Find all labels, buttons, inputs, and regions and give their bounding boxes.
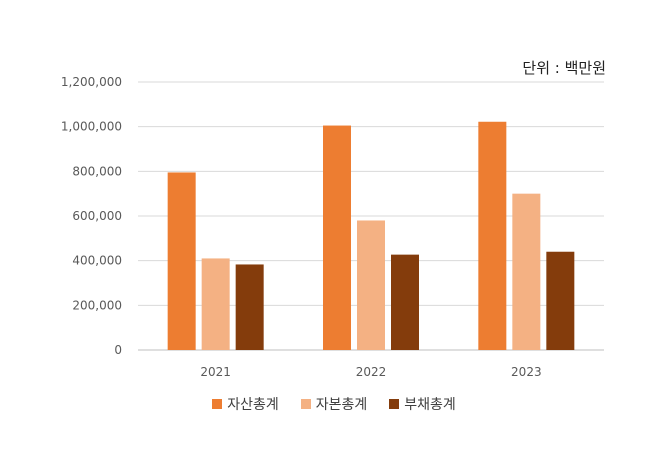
- y-tick-label: 600,000: [72, 209, 122, 223]
- legend-swatch: [212, 399, 223, 409]
- legend-label: 자산총계: [227, 397, 279, 413]
- y-tick-label: 1,000,000: [61, 120, 122, 134]
- legend-label: 자본총계: [315, 397, 368, 413]
- bar: [391, 254, 419, 350]
- bar: [167, 172, 196, 350]
- axis-labels: 0 200,000 400,000 600,000 800,000 1,000,000 1,…: [61, 75, 542, 379]
- bar: [546, 251, 575, 350]
- bar: [357, 220, 385, 350]
- legend-item-equity: 자본총계: [300, 394, 368, 414]
- unit-label: 단위 : 백만원: [522, 59, 606, 77]
- y-tick-label: 200,000: [72, 298, 122, 312]
- legend-swatch: [300, 399, 311, 409]
- bar: [235, 264, 264, 350]
- legend-item-liabilities: 부채총계: [389, 394, 456, 414]
- bar: [323, 125, 351, 350]
- x-tick-label: 2021: [200, 365, 231, 379]
- y-tick-label: 800,000: [72, 164, 122, 178]
- x-tick-label: 2022: [356, 365, 387, 379]
- y-tick-label: 0: [114, 343, 122, 357]
- y-tick-label: 1,200,000: [61, 75, 122, 89]
- bar: [201, 258, 230, 350]
- x-tick-label: 2023: [511, 365, 542, 379]
- bar: [478, 121, 507, 351]
- legend-swatch: [389, 399, 400, 409]
- y-tick-label: 400,000: [72, 254, 122, 268]
- bar: [512, 193, 541, 350]
- bars: [167, 121, 575, 351]
- legend: 자산총계 자본총계 부채총계: [0, 394, 668, 414]
- legend-item-assets: 자산총계: [212, 394, 279, 414]
- legend-label: 부채총계: [404, 397, 456, 413]
